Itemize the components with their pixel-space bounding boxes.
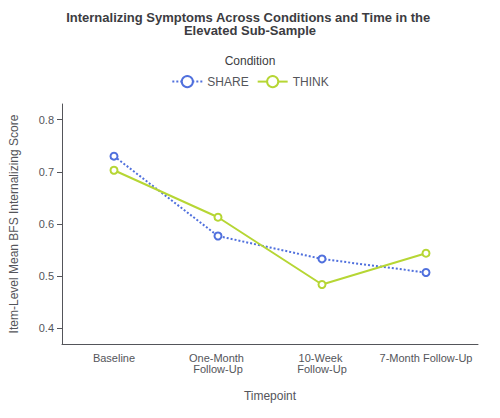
- svg-text:Condition: Condition: [225, 54, 276, 68]
- svg-text:0.4: 0.4: [39, 322, 54, 334]
- svg-text:SHARE: SHARE: [207, 75, 248, 89]
- svg-text:Baseline: Baseline: [93, 352, 135, 364]
- svg-text:Follow-Up: Follow-Up: [193, 363, 243, 375]
- svg-text:Internalizing Symptoms Across: Internalizing Symptoms Across Conditions…: [66, 10, 434, 25]
- svg-text:0.6: 0.6: [39, 218, 54, 230]
- svg-text:THINK: THINK: [293, 75, 329, 89]
- svg-text:10-Week: 10-Week: [298, 351, 346, 364]
- svg-text:Timepoint: Timepoint: [244, 389, 297, 403]
- svg-text:Item-Level Mean BFS Internaliz: Item-Level Mean BFS Internalizing Score: [7, 114, 21, 333]
- svg-text:Follow-Up: Follow-Up: [297, 363, 347, 375]
- svg-text:One-Month: One-Month: [189, 351, 247, 364]
- svg-text:7-Month Follow-Up: 7-Month Follow-Up: [380, 352, 473, 364]
- svg-text:0.7: 0.7: [39, 166, 54, 178]
- svg-text:0.5: 0.5: [39, 270, 54, 282]
- svg-text:Elevated Sub-Sample: Elevated Sub-Sample: [184, 23, 316, 38]
- svg-text:0.8: 0.8: [39, 114, 54, 126]
